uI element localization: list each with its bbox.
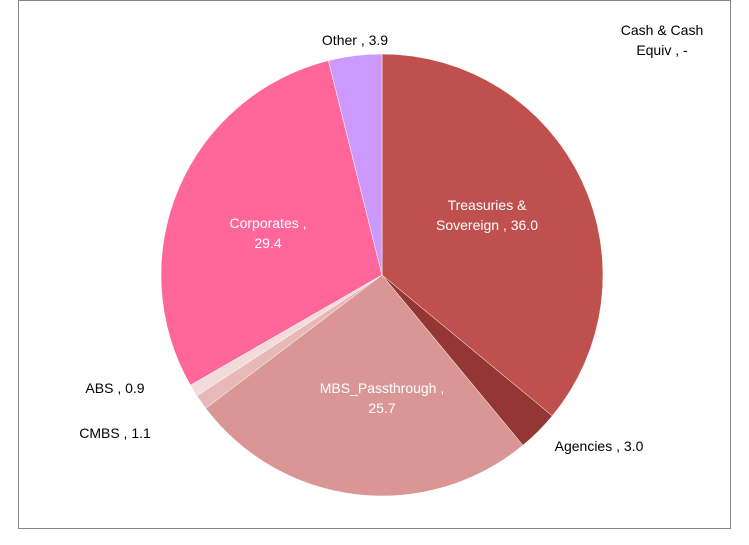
separator: , [612,438,624,454]
data-label: Corporates , 29.4 [218,213,318,253]
separator: , [499,217,511,233]
category: Treasuries & Sovereign [436,197,531,233]
data-label: Agencies , 3.0 [539,436,659,456]
value-label: - [683,42,688,58]
pie-slice [160,60,383,386]
data-label: ABS , 0.9 [55,378,175,398]
data-label: CMBS , 1.1 [55,423,175,443]
data-label: MBS_Passthrough , 25.7 [312,378,452,418]
separator: , [356,32,369,48]
pie-slice [205,274,524,497]
value-label: 29.4 [254,235,282,251]
pie-slice [328,53,383,276]
separator: , [113,380,126,396]
separator: , [119,425,132,441]
category: Other [321,32,357,48]
data-label: Cash & Cash Equiv , - [617,20,707,60]
category: ABS [85,380,114,396]
category: MBS_Passthrough [319,380,437,396]
category: Cash & Cash Equiv [620,22,708,58]
category: CMBS [79,425,120,441]
value-label: 3.9 [368,32,389,48]
data-label: Other , 3.9 [295,30,415,50]
category: Agencies [554,438,613,454]
separator: , [671,42,684,58]
value-label: 25.7 [368,400,396,416]
value-label: 0.9 [125,380,145,396]
value-label: 36.0 [510,217,538,233]
value-label: 3.0 [623,438,644,454]
separator: , [436,380,449,396]
separator: , [298,215,311,231]
value-label: 1.1 [131,425,151,441]
category: Corporates [229,215,299,231]
data-label: Treasuries & Sovereign , 36.0 [425,195,550,235]
pie-slice [381,53,604,417]
